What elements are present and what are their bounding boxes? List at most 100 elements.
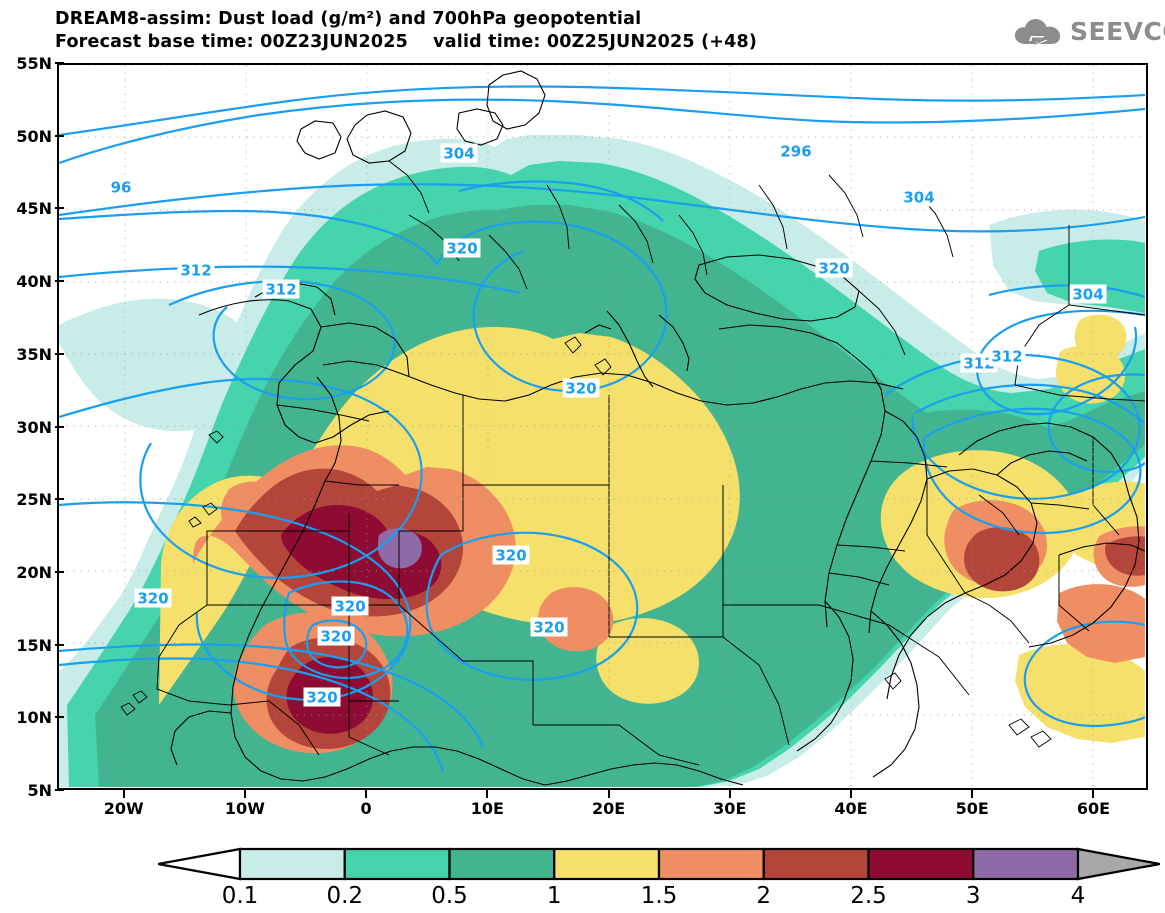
contour-label: 304 bbox=[1072, 286, 1103, 304]
lat-tick-label: 25N bbox=[16, 490, 52, 510]
contour-label-bg bbox=[900, 187, 938, 207]
map-canvas: 3042963049631231232032030431231232031232… bbox=[59, 65, 1145, 787]
lat-tick-label: 35N bbox=[16, 344, 52, 364]
lon-tick-label: 10W bbox=[224, 799, 265, 818]
contour-label-bg bbox=[177, 260, 215, 280]
colorbar-tick-labels: 0.1 0.2 0.5 1 1.5 2 2.5 3 4 bbox=[158, 883, 1160, 913]
contour-label-bg bbox=[262, 279, 300, 299]
contour-label: 304 bbox=[903, 189, 934, 207]
contour-label: 312 bbox=[991, 348, 1022, 366]
colorbar-band[interactable] bbox=[657, 847, 765, 881]
map-plot-area[interactable]: 3042963049631231232032030431231232031232… bbox=[57, 63, 1148, 790]
contour-label: 320 bbox=[565, 380, 596, 398]
lon-tick-label: 60E bbox=[1076, 799, 1111, 818]
colorbar-tick-label: 0.2 bbox=[326, 883, 364, 909]
contour-label-bg bbox=[988, 346, 1026, 366]
contour-label-bg bbox=[440, 143, 478, 163]
contour-label-bg bbox=[815, 258, 853, 278]
contour-label: 312 bbox=[963, 355, 994, 373]
title-line-2: Forecast base time: 00Z23JUN2025 valid t… bbox=[55, 32, 758, 52]
colorbar-tick-label: 3 bbox=[965, 883, 981, 909]
colorbar-band[interactable] bbox=[448, 847, 556, 881]
lon-tick-label: 20W bbox=[103, 799, 144, 818]
lat-tick-mark bbox=[55, 352, 64, 355]
colorbar-swatches bbox=[157, 847, 1161, 881]
contour-label-bg bbox=[562, 378, 600, 398]
contour-label-bg bbox=[1069, 284, 1107, 304]
colorbar-band[interactable] bbox=[238, 847, 346, 881]
lon-tick-label: 40E bbox=[834, 799, 868, 818]
lon-tick-label: 20E bbox=[591, 799, 626, 818]
map-title-block: DREAM8-assim: Dust load (g/m²) and 700hP… bbox=[55, 8, 815, 54]
contour-label: 320 bbox=[495, 547, 526, 565]
lon-tick-mark bbox=[1092, 789, 1095, 798]
contour-label-group: 3042963049631231232032030431231232031232… bbox=[107, 141, 1107, 707]
contour-label-bg bbox=[960, 353, 998, 373]
colorbar-band[interactable] bbox=[972, 847, 1080, 881]
lat-tick-label: 5N bbox=[27, 781, 52, 800]
lon-tick-mark bbox=[486, 789, 489, 798]
contour-label: 320 bbox=[446, 240, 477, 258]
lat-tick-mark bbox=[55, 280, 64, 283]
lat-tick-label: 10N bbox=[16, 708, 52, 728]
lat-tick-mark bbox=[55, 207, 64, 210]
lat-tick-mark bbox=[55, 498, 64, 501]
contour-label: 320 bbox=[320, 628, 351, 646]
contour-label-bg bbox=[443, 238, 481, 258]
contour-label: 312 bbox=[265, 281, 296, 299]
lon-tick-mark bbox=[243, 789, 246, 798]
colorbar-tick-label: 2 bbox=[756, 883, 772, 909]
dust-load-colorbar[interactable]: 0.1 0.2 0.5 1 1.5 2 2.5 3 4 bbox=[157, 847, 1161, 909]
contour-label-bg bbox=[107, 177, 135, 197]
contour-label: 296 bbox=[780, 143, 811, 161]
contour-label-bg bbox=[317, 626, 355, 646]
seevccc-logo: SEEVCCC bbox=[1012, 14, 1165, 50]
lon-tick-label: 50E bbox=[955, 799, 989, 818]
lon-tick-mark bbox=[971, 789, 974, 798]
contour-label: 320 bbox=[306, 689, 337, 707]
contour-label-bg bbox=[134, 588, 172, 608]
lat-tick-label: 40N bbox=[16, 272, 52, 292]
contour-label-bg bbox=[777, 141, 815, 161]
lon-tick-mark bbox=[607, 789, 610, 798]
colorbar-under-arrow bbox=[157, 847, 242, 881]
geopotential-contours bbox=[59, 85, 1145, 772]
contour-label: 304 bbox=[443, 145, 474, 163]
lat-tick-label: 15N bbox=[16, 635, 52, 655]
lon-tick-label: 30E bbox=[713, 799, 747, 818]
lon-tick-mark bbox=[122, 789, 125, 798]
colorbar-tick-label: 0.5 bbox=[431, 883, 468, 909]
lat-tick-label: 30N bbox=[16, 417, 52, 437]
lon-tick-mark bbox=[728, 789, 731, 798]
contour-label: 320 bbox=[818, 260, 849, 278]
lat-tick-mark bbox=[55, 425, 64, 428]
colorbar-band[interactable] bbox=[343, 847, 451, 881]
colorbar-band[interactable] bbox=[553, 847, 661, 881]
contour-label: 320 bbox=[334, 598, 365, 616]
colorbar-over-arrow bbox=[1076, 847, 1161, 881]
lon-tick-label: 0 bbox=[360, 799, 372, 818]
lat-tick-label: 20N bbox=[16, 562, 52, 582]
contour-label: 320 bbox=[533, 619, 564, 637]
contour-label-bg bbox=[303, 687, 341, 707]
logo-text: SEEVCCC bbox=[1070, 17, 1165, 46]
title-line-1: DREAM8-assim: Dust load (g/m²) and 700hP… bbox=[55, 9, 642, 29]
contour-label-bg bbox=[492, 545, 530, 565]
lon-tick-mark bbox=[365, 789, 368, 798]
contour-label: 96 bbox=[111, 179, 132, 197]
colorbar-band[interactable] bbox=[867, 847, 975, 881]
colorbar-tick-label: 1.5 bbox=[640, 883, 678, 909]
lon-tick-mark bbox=[850, 789, 852, 798]
colorbar-band[interactable] bbox=[762, 847, 870, 881]
dust-load-field bbox=[59, 135, 1145, 787]
lat-tick-label: 50N bbox=[16, 126, 52, 146]
cloud-icon bbox=[1014, 18, 1061, 47]
contour-label-bg bbox=[530, 617, 568, 637]
colorbar-tick-label: 4 bbox=[1070, 883, 1086, 909]
map-gridlines bbox=[59, 65, 1145, 787]
lat-tick-mark bbox=[55, 643, 64, 646]
colorbar-tick-label: 0.1 bbox=[221, 883, 259, 909]
contour-label: 312 bbox=[180, 262, 211, 280]
lat-tick-mark bbox=[55, 134, 64, 137]
contour-label-bg bbox=[331, 596, 369, 616]
